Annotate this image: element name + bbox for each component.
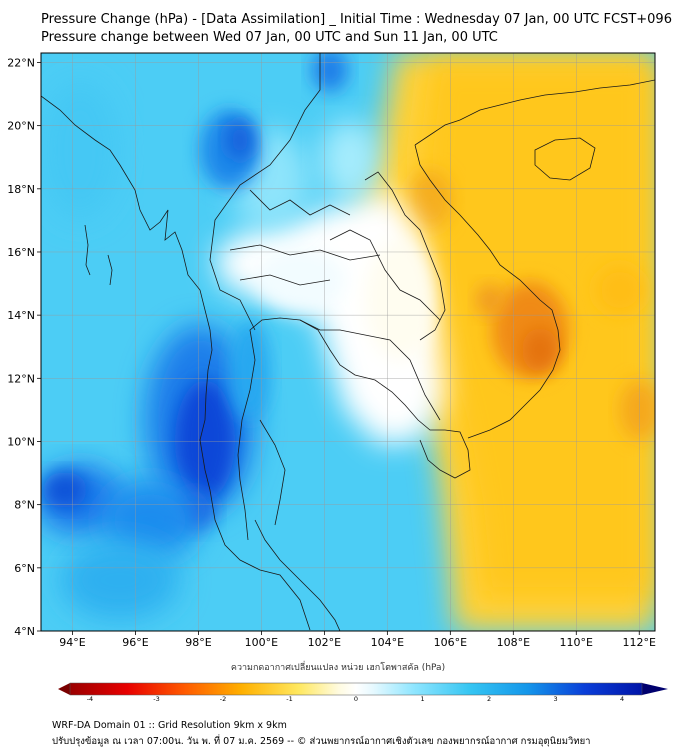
lon-label: 100°E bbox=[245, 636, 278, 649]
lat-label: 8°N bbox=[14, 499, 35, 512]
lon-label: 106°E bbox=[434, 636, 467, 649]
colorbar-tick-label: -4 bbox=[87, 695, 93, 703]
lon-label: 104°E bbox=[371, 636, 404, 649]
lat-label: 4°N bbox=[14, 625, 35, 638]
colorbar-tick-label: 4 bbox=[620, 695, 624, 703]
lon-label: 112°E bbox=[623, 636, 656, 649]
latitude-labels: 22°N 20°N 18°N 16°N 14°N 12°N 10°N 8°N 6°N 4°N bbox=[7, 56, 41, 638]
lon-label: 94°E bbox=[59, 636, 85, 649]
lat-label: 16°N bbox=[7, 246, 35, 259]
pressure-field bbox=[41, 53, 655, 631]
colorbar-high-extend bbox=[642, 683, 668, 695]
colorbar-tick-label: 0 bbox=[354, 695, 358, 703]
map-subtitle: Pressure change between Wed 07 Jan, 00 U… bbox=[41, 30, 498, 45]
lat-label: 22°N bbox=[7, 56, 35, 69]
colorbar-tick-label: -2 bbox=[220, 695, 226, 703]
lat-label: 18°N bbox=[7, 183, 35, 196]
map-frame bbox=[40, 52, 656, 632]
colorbar-tick-label: 1 bbox=[420, 695, 424, 703]
lat-label: 20°N bbox=[7, 120, 35, 133]
colorbar-tick-label: 2 bbox=[487, 695, 491, 703]
map-title: Pressure Change (hPa) - [Data Assimilati… bbox=[41, 12, 672, 27]
lat-label: 10°N bbox=[7, 435, 35, 448]
lon-label: 110°E bbox=[560, 636, 593, 649]
lon-label: 102°E bbox=[308, 636, 341, 649]
graticule bbox=[41, 53, 655, 631]
colorbar-tick-label: -3 bbox=[153, 695, 159, 703]
colorbar-low-extend bbox=[58, 683, 70, 695]
longitude-labels: 94°E 96°E 98°E 100°E 102°E 104°E 106°E 108°E 110… bbox=[59, 631, 656, 649]
colorbar-title: ความกดอากาศเปลี่ยนแปลง หน่วย เฮกโตพาสคัล… bbox=[230, 663, 446, 673]
colorbar-gradient bbox=[70, 683, 642, 695]
lat-label: 6°N bbox=[14, 562, 35, 575]
colorbar-tick-label: -1 bbox=[286, 695, 292, 703]
lon-label: 108°E bbox=[497, 636, 530, 649]
colorbar-tick-label: 3 bbox=[553, 695, 557, 703]
lat-label: 14°N bbox=[7, 309, 35, 322]
colorbar: -4 -3 -2 -1 0 1 2 3 4 bbox=[58, 682, 668, 703]
coastlines-and-borders bbox=[41, 53, 655, 631]
lon-label: 98°E bbox=[185, 636, 211, 649]
lat-label: 12°N bbox=[7, 372, 35, 385]
footer-credit: ปรับปรุงข้อมูล ณ เวลา 07:00น. วัน พ. ที่… bbox=[52, 736, 591, 747]
footer-model-info: WRF-DA Domain 01 :: Grid Resolution 9km … bbox=[52, 720, 287, 731]
lon-label: 96°E bbox=[122, 636, 148, 649]
